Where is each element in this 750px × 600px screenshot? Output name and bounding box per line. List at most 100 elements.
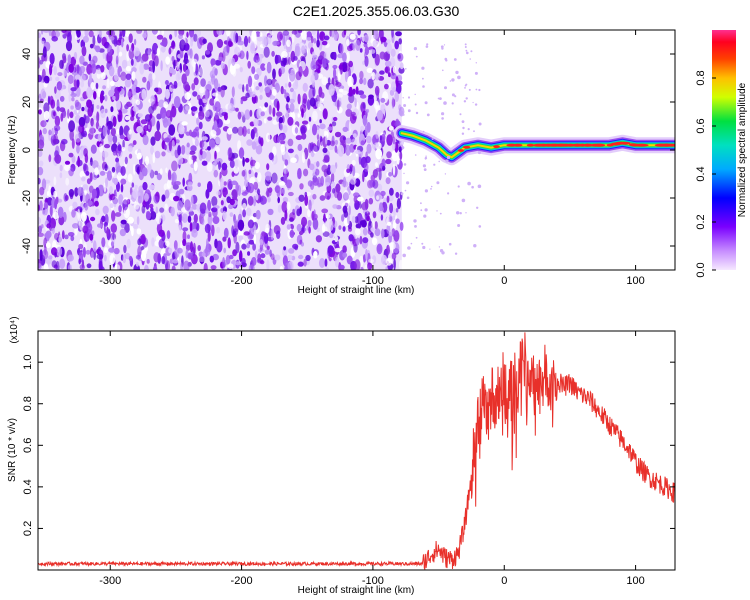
noise-speck: [376, 243, 383, 255]
track-hotspot: [462, 145, 471, 149]
noise-speck: [281, 201, 288, 213]
noise-speck: [120, 183, 124, 193]
noise-speck: [327, 164, 331, 169]
sparse-speck: [405, 68, 407, 70]
noise-speck: [343, 30, 347, 36]
noise-speck: [48, 255, 53, 260]
noise-speck: [386, 195, 390, 203]
noise-speck: [301, 30, 307, 41]
noise-speck: [308, 116, 312, 122]
noise-speck: [305, 37, 312, 42]
noise-speck: [142, 76, 147, 83]
noise-speck: [55, 260, 60, 270]
sparse-speck: [422, 245, 426, 250]
noise-speck: [84, 189, 87, 196]
noise-speck: [237, 40, 245, 46]
sparse-speck: [471, 185, 474, 189]
noise-speck: [192, 91, 198, 97]
noise-speck: [121, 59, 128, 69]
noise-speck: [208, 217, 214, 222]
noise-speck: [313, 251, 318, 259]
noise-speck: [84, 153, 89, 164]
noise-speck: [353, 195, 359, 204]
noise-speck: [158, 238, 165, 249]
sparse-speck: [441, 112, 445, 116]
noise-speck: [234, 261, 241, 266]
noise-speck: [54, 232, 60, 241]
noise-speck: [53, 65, 57, 76]
noise-speck: [272, 146, 277, 157]
noise-speck: [67, 254, 74, 262]
noise-speck: [57, 206, 64, 219]
noise-speck: [296, 234, 303, 245]
noise-speck: [65, 54, 69, 64]
noise-speck: [268, 104, 272, 115]
noise-speck: [265, 175, 271, 181]
noise-speck: [106, 78, 110, 89]
noise-speck: [297, 93, 301, 105]
sparse-speck: [468, 88, 471, 91]
noise-speck: [266, 259, 270, 270]
noise-speck: [203, 262, 208, 270]
noise-speck: [67, 54, 72, 64]
noise-speck: [121, 108, 128, 114]
noise-speck: [43, 102, 50, 114]
noise-speck: [286, 201, 291, 211]
noise-speck: [388, 125, 394, 131]
noise-speck: [395, 218, 400, 224]
noise-speck: [276, 116, 280, 123]
noise-speck: [316, 176, 322, 188]
sparse-speck: [444, 173, 447, 175]
noise-speck: [232, 249, 238, 257]
sparse-speck: [444, 86, 447, 90]
noise-speck: [274, 185, 281, 194]
noise-speck: [190, 145, 197, 152]
sparse-speck: [448, 242, 452, 246]
noise-speck: [286, 224, 291, 230]
noise-speck: [145, 200, 150, 210]
noise-speck: [289, 70, 296, 82]
noise-speck: [286, 39, 291, 47]
noise-speck: [316, 139, 320, 151]
sparse-speck: [440, 45, 444, 49]
noise-speck: [251, 66, 256, 74]
noise-speck: [398, 146, 402, 153]
noise-speck: [239, 250, 243, 262]
noise-speck: [330, 181, 336, 188]
noise-speck: [395, 31, 402, 37]
sparse-speck: [465, 212, 467, 214]
noise-speck: [49, 63, 53, 76]
noise-speck: [121, 38, 124, 48]
sparse-speck: [454, 252, 458, 255]
noise-speck: [198, 66, 204, 77]
noise-speck: [396, 155, 400, 165]
noise-speck: [303, 111, 307, 120]
x-tick-label: 100: [626, 275, 644, 287]
noise-speck: [209, 98, 215, 106]
noise-speck: [381, 254, 388, 265]
noise-speck: [222, 210, 227, 221]
x-tick-label: 0: [501, 275, 507, 287]
noise-speck: [58, 215, 65, 226]
noise-speck: [76, 144, 80, 154]
noise-speck: [313, 38, 317, 44]
noise-speck: [370, 227, 375, 232]
noise-speck: [325, 267, 329, 270]
noise-speck: [86, 263, 92, 269]
noise-speck: [300, 104, 307, 114]
noise-speck: [389, 202, 394, 214]
noise-speck: [284, 210, 288, 221]
noise-speck: [330, 164, 336, 174]
sparse-speck: [462, 126, 465, 130]
noise-speck: [53, 111, 56, 117]
noise-speck: [289, 212, 296, 222]
noise-speck: [104, 143, 111, 149]
noise-speck: [64, 160, 71, 165]
noise-speck: [285, 111, 289, 120]
noise-speck: [118, 110, 123, 122]
noise-speck: [104, 94, 108, 102]
noise-speck: [168, 140, 172, 152]
noise-speck: [291, 30, 298, 35]
snr-series-line: [38, 332, 675, 570]
noise-speck: [155, 87, 163, 95]
